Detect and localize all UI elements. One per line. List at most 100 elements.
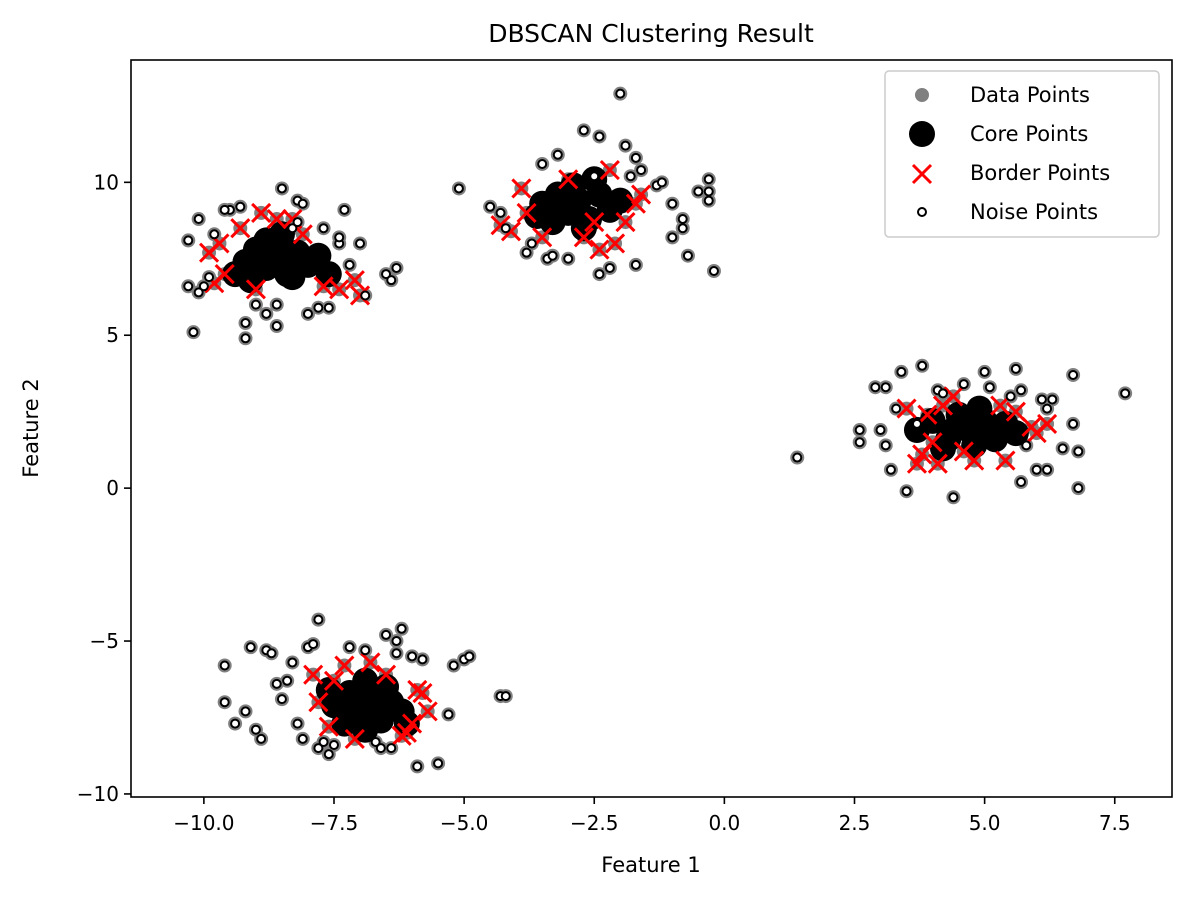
x-tick-label: −7.5 bbox=[310, 811, 359, 835]
border-point bbox=[927, 453, 948, 474]
noise-point bbox=[334, 232, 345, 243]
chart-title: DBSCAN Clustering Result bbox=[488, 19, 814, 48]
noise-point bbox=[875, 425, 886, 436]
border-point bbox=[917, 404, 938, 425]
x-tick-label: 2.5 bbox=[839, 811, 871, 835]
border-point bbox=[349, 285, 371, 306]
legend-data-marker bbox=[915, 88, 929, 102]
noise-point bbox=[328, 740, 339, 751]
noise-point bbox=[1047, 394, 1058, 405]
legend-core-label: Core Points bbox=[970, 122, 1088, 146]
noise-point bbox=[620, 140, 631, 151]
noise-point bbox=[667, 198, 678, 209]
noise-point bbox=[703, 174, 714, 185]
legend-noise-label: Noise Points bbox=[970, 200, 1098, 224]
x-axis-label: Feature 1 bbox=[601, 853, 700, 877]
border-point bbox=[516, 202, 537, 223]
noise-point bbox=[630, 152, 641, 163]
noise-point bbox=[308, 639, 319, 650]
noise-point bbox=[339, 204, 350, 215]
noise-point bbox=[594, 269, 605, 280]
border-point bbox=[625, 193, 646, 214]
border-point bbox=[303, 664, 324, 685]
noise-point bbox=[240, 706, 251, 717]
noise-point bbox=[636, 165, 647, 176]
noise-point bbox=[526, 238, 537, 249]
core-point bbox=[362, 695, 389, 722]
border-point bbox=[334, 655, 355, 676]
core-point bbox=[352, 667, 379, 694]
noise-point bbox=[552, 149, 563, 160]
border-point bbox=[589, 239, 610, 260]
noise-point bbox=[1031, 464, 1042, 475]
border-point bbox=[1037, 413, 1058, 434]
noise-point bbox=[615, 88, 626, 99]
noise-point bbox=[464, 651, 475, 662]
noise-point bbox=[193, 214, 204, 225]
border-point bbox=[615, 212, 636, 233]
noise-point bbox=[589, 171, 600, 182]
border-point bbox=[990, 395, 1011, 416]
core-point bbox=[976, 417, 1003, 444]
noise-point bbox=[250, 724, 261, 735]
y-axis-label: Feature 2 bbox=[19, 378, 43, 477]
y-axis: −10 −5 0 5 10 bbox=[77, 170, 131, 806]
noise-point bbox=[677, 223, 688, 234]
noise-point bbox=[792, 452, 803, 463]
border-point bbox=[417, 701, 438, 722]
noise-point bbox=[381, 629, 392, 640]
core-point bbox=[940, 417, 967, 444]
noise-point bbox=[360, 290, 371, 301]
noise-point bbox=[563, 253, 574, 264]
noise-point bbox=[485, 201, 496, 212]
legend-border-label: Border Points bbox=[970, 161, 1110, 185]
border-point bbox=[344, 728, 365, 749]
core-point bbox=[373, 673, 400, 700]
border-point bbox=[329, 279, 350, 300]
x-axis: −10.0 −7.5 −5.0 −2.5 0.0 2.5 5.0 7.5 bbox=[173, 797, 1131, 835]
noise-point bbox=[297, 733, 308, 744]
noise-point bbox=[193, 287, 204, 298]
noise-point bbox=[344, 259, 355, 270]
core-point bbox=[607, 187, 634, 214]
border-point bbox=[402, 713, 423, 734]
noise-point bbox=[537, 158, 548, 169]
noise-point bbox=[188, 327, 199, 338]
noise-point bbox=[625, 171, 636, 182]
legend-noise-marker bbox=[917, 207, 927, 217]
y-tick-label: 10 bbox=[94, 170, 119, 194]
noise-point bbox=[355, 238, 366, 249]
noise-point bbox=[219, 660, 230, 671]
y-tick-label: 5 bbox=[106, 323, 119, 347]
noise-point bbox=[693, 186, 704, 197]
noise-point bbox=[271, 299, 282, 310]
noise-point bbox=[891, 403, 902, 414]
points-layer bbox=[181, 86, 1133, 774]
noise-point bbox=[240, 333, 251, 344]
noise-point bbox=[313, 614, 324, 625]
noise-point bbox=[313, 302, 324, 313]
noise-point bbox=[219, 204, 230, 215]
noise-point bbox=[386, 275, 397, 286]
core-point bbox=[331, 710, 358, 737]
noise-point bbox=[677, 214, 688, 225]
legend-core-marker bbox=[909, 121, 935, 147]
noise-point bbox=[521, 247, 532, 258]
core-point bbox=[237, 267, 264, 294]
noise-point bbox=[1016, 477, 1027, 488]
border-point bbox=[1005, 401, 1026, 422]
core-point bbox=[550, 187, 577, 214]
legend-box bbox=[884, 70, 1160, 238]
noise-point bbox=[282, 675, 293, 686]
noise-point bbox=[495, 207, 506, 218]
border-point bbox=[396, 722, 417, 743]
noise-point bbox=[604, 262, 615, 273]
noise-point bbox=[183, 281, 194, 292]
noise-point bbox=[391, 648, 402, 659]
noise-point bbox=[266, 648, 277, 659]
noise-point bbox=[901, 486, 912, 497]
noise-point bbox=[1036, 394, 1047, 405]
noise-point bbox=[1068, 418, 1079, 429]
noise-point bbox=[880, 382, 891, 393]
noise-point bbox=[412, 761, 423, 772]
